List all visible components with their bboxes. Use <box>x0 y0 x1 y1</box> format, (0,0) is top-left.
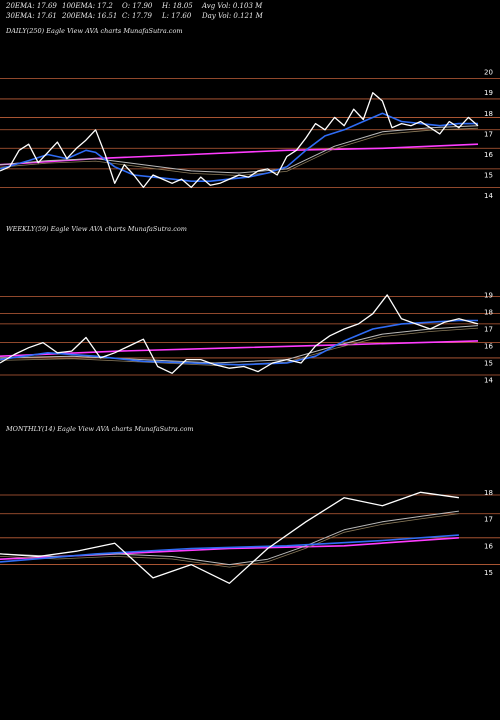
daily-ema-slow-line <box>0 143 479 166</box>
daily-y-tick-label: 17 <box>484 130 493 138</box>
daily-y-tick-label: 19 <box>484 89 493 97</box>
ema30-value: 30EMA: 17.61 <box>6 12 57 20</box>
monthly-panel-label: MONTHLY(14) Eagle View AVA charts Munafa… <box>6 425 194 433</box>
high-value: H: 18.05 <box>162 2 193 10</box>
monthly-y-tick-label: 18 <box>484 489 493 497</box>
daily-panel-label: DAILY(250) Eagle View AVA charts MunafaS… <box>6 27 183 35</box>
monthly-ema-fast-line <box>0 534 459 563</box>
monthly-y-tick-label: 17 <box>484 516 493 524</box>
avg-vol-value: Avg Vol: 0.103 M <box>202 2 263 10</box>
monthly-y-tick-label: 15 <box>484 569 493 577</box>
weekly-ema-mid-lower-line <box>0 327 479 366</box>
daily-y-tick-label: 16 <box>484 151 493 159</box>
daily-price-line <box>0 92 479 189</box>
weekly-panel-label: WEEKLY(59) Eagle View AVA charts MunafaS… <box>6 225 187 233</box>
close-value: C: 17.79 <box>122 12 152 20</box>
monthly-y-tick-label: 16 <box>484 542 493 550</box>
daily-panel: 14 15 16 17 18 19 20 <box>0 69 500 200</box>
weekly-y-tick-label: 19 <box>484 291 493 299</box>
weekly-y-tick-label: 15 <box>484 360 493 368</box>
weekly-panel: 14 15 16 17 18 19 <box>0 291 500 385</box>
daily-y-tick-label: 14 <box>484 192 493 200</box>
weekly-y-tick-label: 14 <box>484 377 493 385</box>
monthly-price-line <box>0 491 459 584</box>
weekly-ema-mid-line <box>0 325 479 364</box>
weekly-y-tick-label: 16 <box>484 343 493 351</box>
weekly-price-line <box>0 294 479 374</box>
daily-ema-fast-line <box>0 112 478 182</box>
weekly-y-tick-label: 18 <box>484 308 493 316</box>
day-vol-value: Day Vol: 0.121 M <box>202 12 263 20</box>
daily-y-tick-label: 18 <box>484 110 493 118</box>
daily-y-tick-label: 20 <box>484 69 493 77</box>
weekly-y-tick-label: 17 <box>484 325 493 333</box>
monthly-panel: 15 16 17 18 <box>0 489 500 584</box>
daily-ema-mid-line <box>0 125 479 174</box>
ema20-value: 20EMA: 17.69 <box>6 2 57 10</box>
monthly-ema-mid-line <box>0 510 459 566</box>
weekly-ema-slow-line <box>0 340 479 357</box>
ema100-value: 100EMA: 17.2 <box>62 2 113 10</box>
open-value: O: 17.90 <box>122 2 153 10</box>
ema200-value: 200EMA: 16.51 <box>62 12 118 20</box>
low-value: L: 17.60 <box>162 12 192 20</box>
daily-y-tick-label: 15 <box>484 172 493 180</box>
monthly-ema-mid-lower-line <box>0 513 459 568</box>
